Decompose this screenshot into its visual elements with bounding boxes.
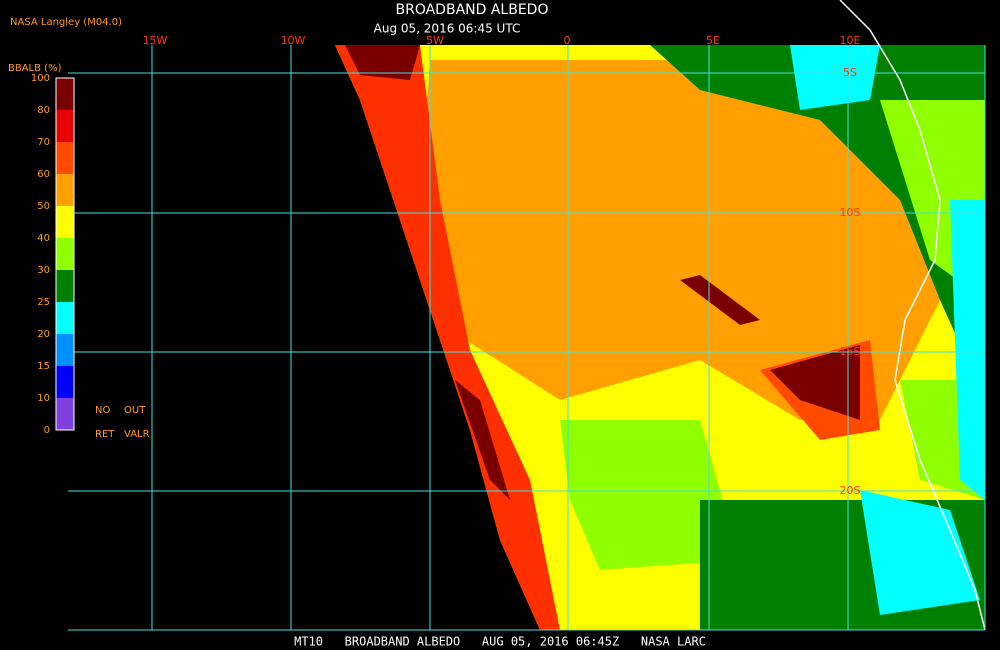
colorbar-swatch <box>56 270 74 302</box>
footer: MT10 BROADBAND ALBEDO AUG 05, 2016 06:45… <box>294 635 706 649</box>
colorbar-tick-label: 70 <box>37 137 50 148</box>
colorbar-tick-label: 30 <box>37 265 50 276</box>
longitude-label: 10W <box>281 34 306 47</box>
colorbar-tick-label: 60 <box>37 169 50 180</box>
longitude-label: 10E <box>840 34 861 47</box>
albedo-image <box>335 0 986 631</box>
longitude-label: 0 <box>564 34 571 47</box>
colorbar-swatch <box>56 334 74 366</box>
colorbar-swatch <box>56 110 74 142</box>
colorbar-tick-label: 40 <box>37 233 50 244</box>
latitude-label: 5S <box>843 66 857 79</box>
colorbar-label: BBALB (%) <box>8 63 62 74</box>
legend-note: RET <box>95 429 115 440</box>
graticule <box>68 45 986 631</box>
longitude-label: 15W <box>143 34 168 47</box>
latitude-label: 10S <box>840 206 861 219</box>
source-label: NASA Langley (M04.0) <box>10 17 122 28</box>
colorbar-tick-label: 80 <box>37 105 50 116</box>
colorbar-tick-label: 0 <box>44 425 50 436</box>
timestamp: Aug 05, 2016 06:45 UTC <box>374 22 521 36</box>
colorbar-swatch <box>56 142 74 174</box>
colorbar-tick-label: 100 <box>31 73 50 84</box>
colorbar-swatch <box>56 174 74 206</box>
colorbar-swatch <box>56 238 74 270</box>
colorbar-swatch <box>56 366 74 398</box>
colorbar-tick-label: 15 <box>37 361 50 372</box>
longitude-label: 5W <box>426 34 444 47</box>
latitude-label: 20S <box>840 484 861 497</box>
latitude-label: 15S <box>840 345 861 358</box>
legend-note: NO <box>95 405 110 416</box>
colorbar-swatch <box>56 302 74 334</box>
legend-note: VALR <box>124 429 150 440</box>
colorbar-swatch <box>56 398 74 430</box>
colorbar-tick-label: 50 <box>37 201 50 212</box>
colorbar-frame <box>55 77 75 431</box>
colorbar-tick-label: 25 <box>37 297 50 308</box>
colorbar-swatch <box>56 78 74 110</box>
colorbar-tick-label: 10 <box>37 393 50 404</box>
colorbar-swatch <box>56 206 74 238</box>
longitude-label: 5E <box>706 34 720 47</box>
colorbar-tick-label: 20 <box>37 329 50 340</box>
title: BROADBAND ALBEDO <box>396 2 549 18</box>
legend-note: OUT <box>124 405 146 416</box>
